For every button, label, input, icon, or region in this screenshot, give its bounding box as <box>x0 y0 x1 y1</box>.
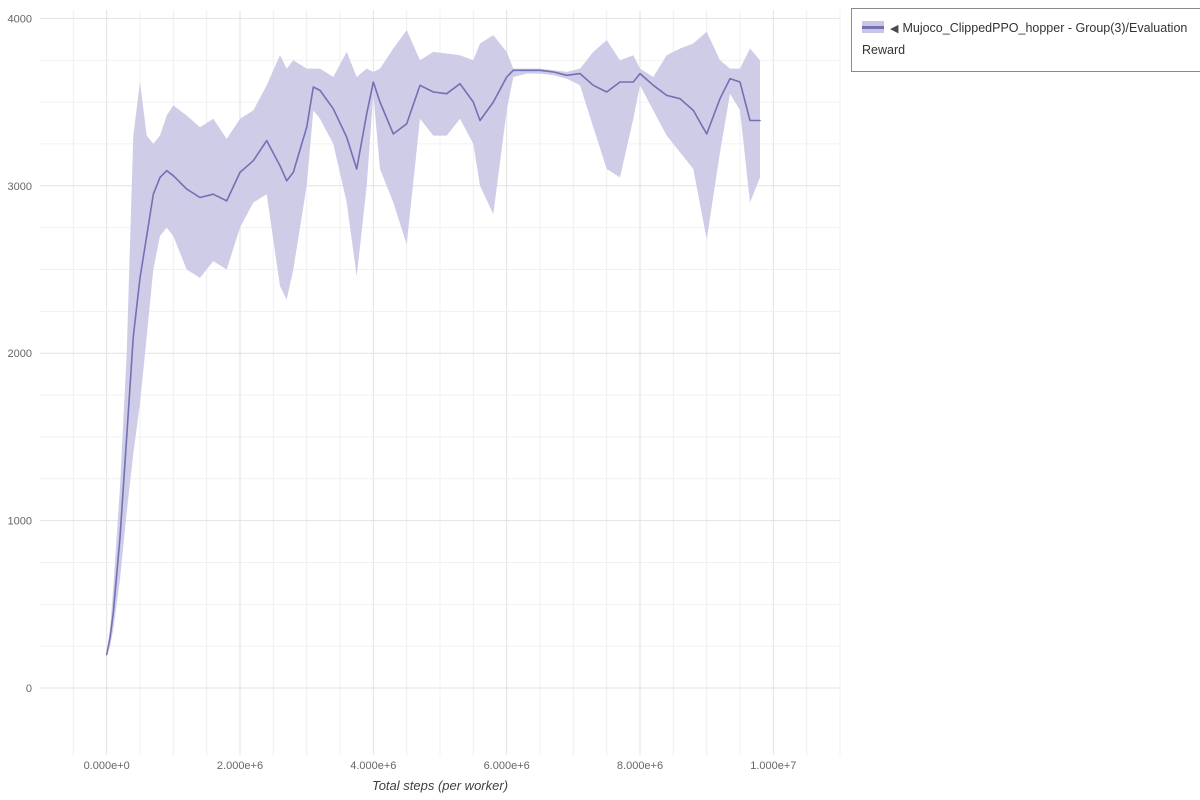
x-axis-title: Total steps (per worker) <box>371 778 509 793</box>
legend-series-line-icon <box>862 26 884 29</box>
legend: ◀ Mujoco_ClippedPPO_hopper - Group(3)/Eva… <box>851 8 1200 72</box>
x-tick-label: 6.000e+6 <box>484 760 530 772</box>
y-tick-label: 1000 <box>8 516 32 528</box>
legend-series-label[interactable]: Mujoco_ClippedPPO_hopper - Group(3)/Eval… <box>862 21 1188 57</box>
y-tick-label: 3000 <box>8 181 32 193</box>
x-tick-label: 4.000e+6 <box>350 760 396 772</box>
confidence-band <box>106 30 760 657</box>
y-tick-label: 0 <box>26 683 32 695</box>
x-tick-label: 1.000e+7 <box>750 760 796 772</box>
x-tick-label: 8.000e+6 <box>617 760 663 772</box>
x-tick-label: 2.000e+6 <box>217 760 263 772</box>
legend-collapse-icon[interactable]: ◀ <box>890 23 899 35</box>
x-tick-label: 0.000e+0 <box>84 760 130 772</box>
mean-line <box>105 69 761 656</box>
y-tick-label: 2000 <box>8 348 32 360</box>
y-tick-label: 4000 <box>8 13 32 25</box>
legend-series-swatch-icon <box>862 21 884 33</box>
